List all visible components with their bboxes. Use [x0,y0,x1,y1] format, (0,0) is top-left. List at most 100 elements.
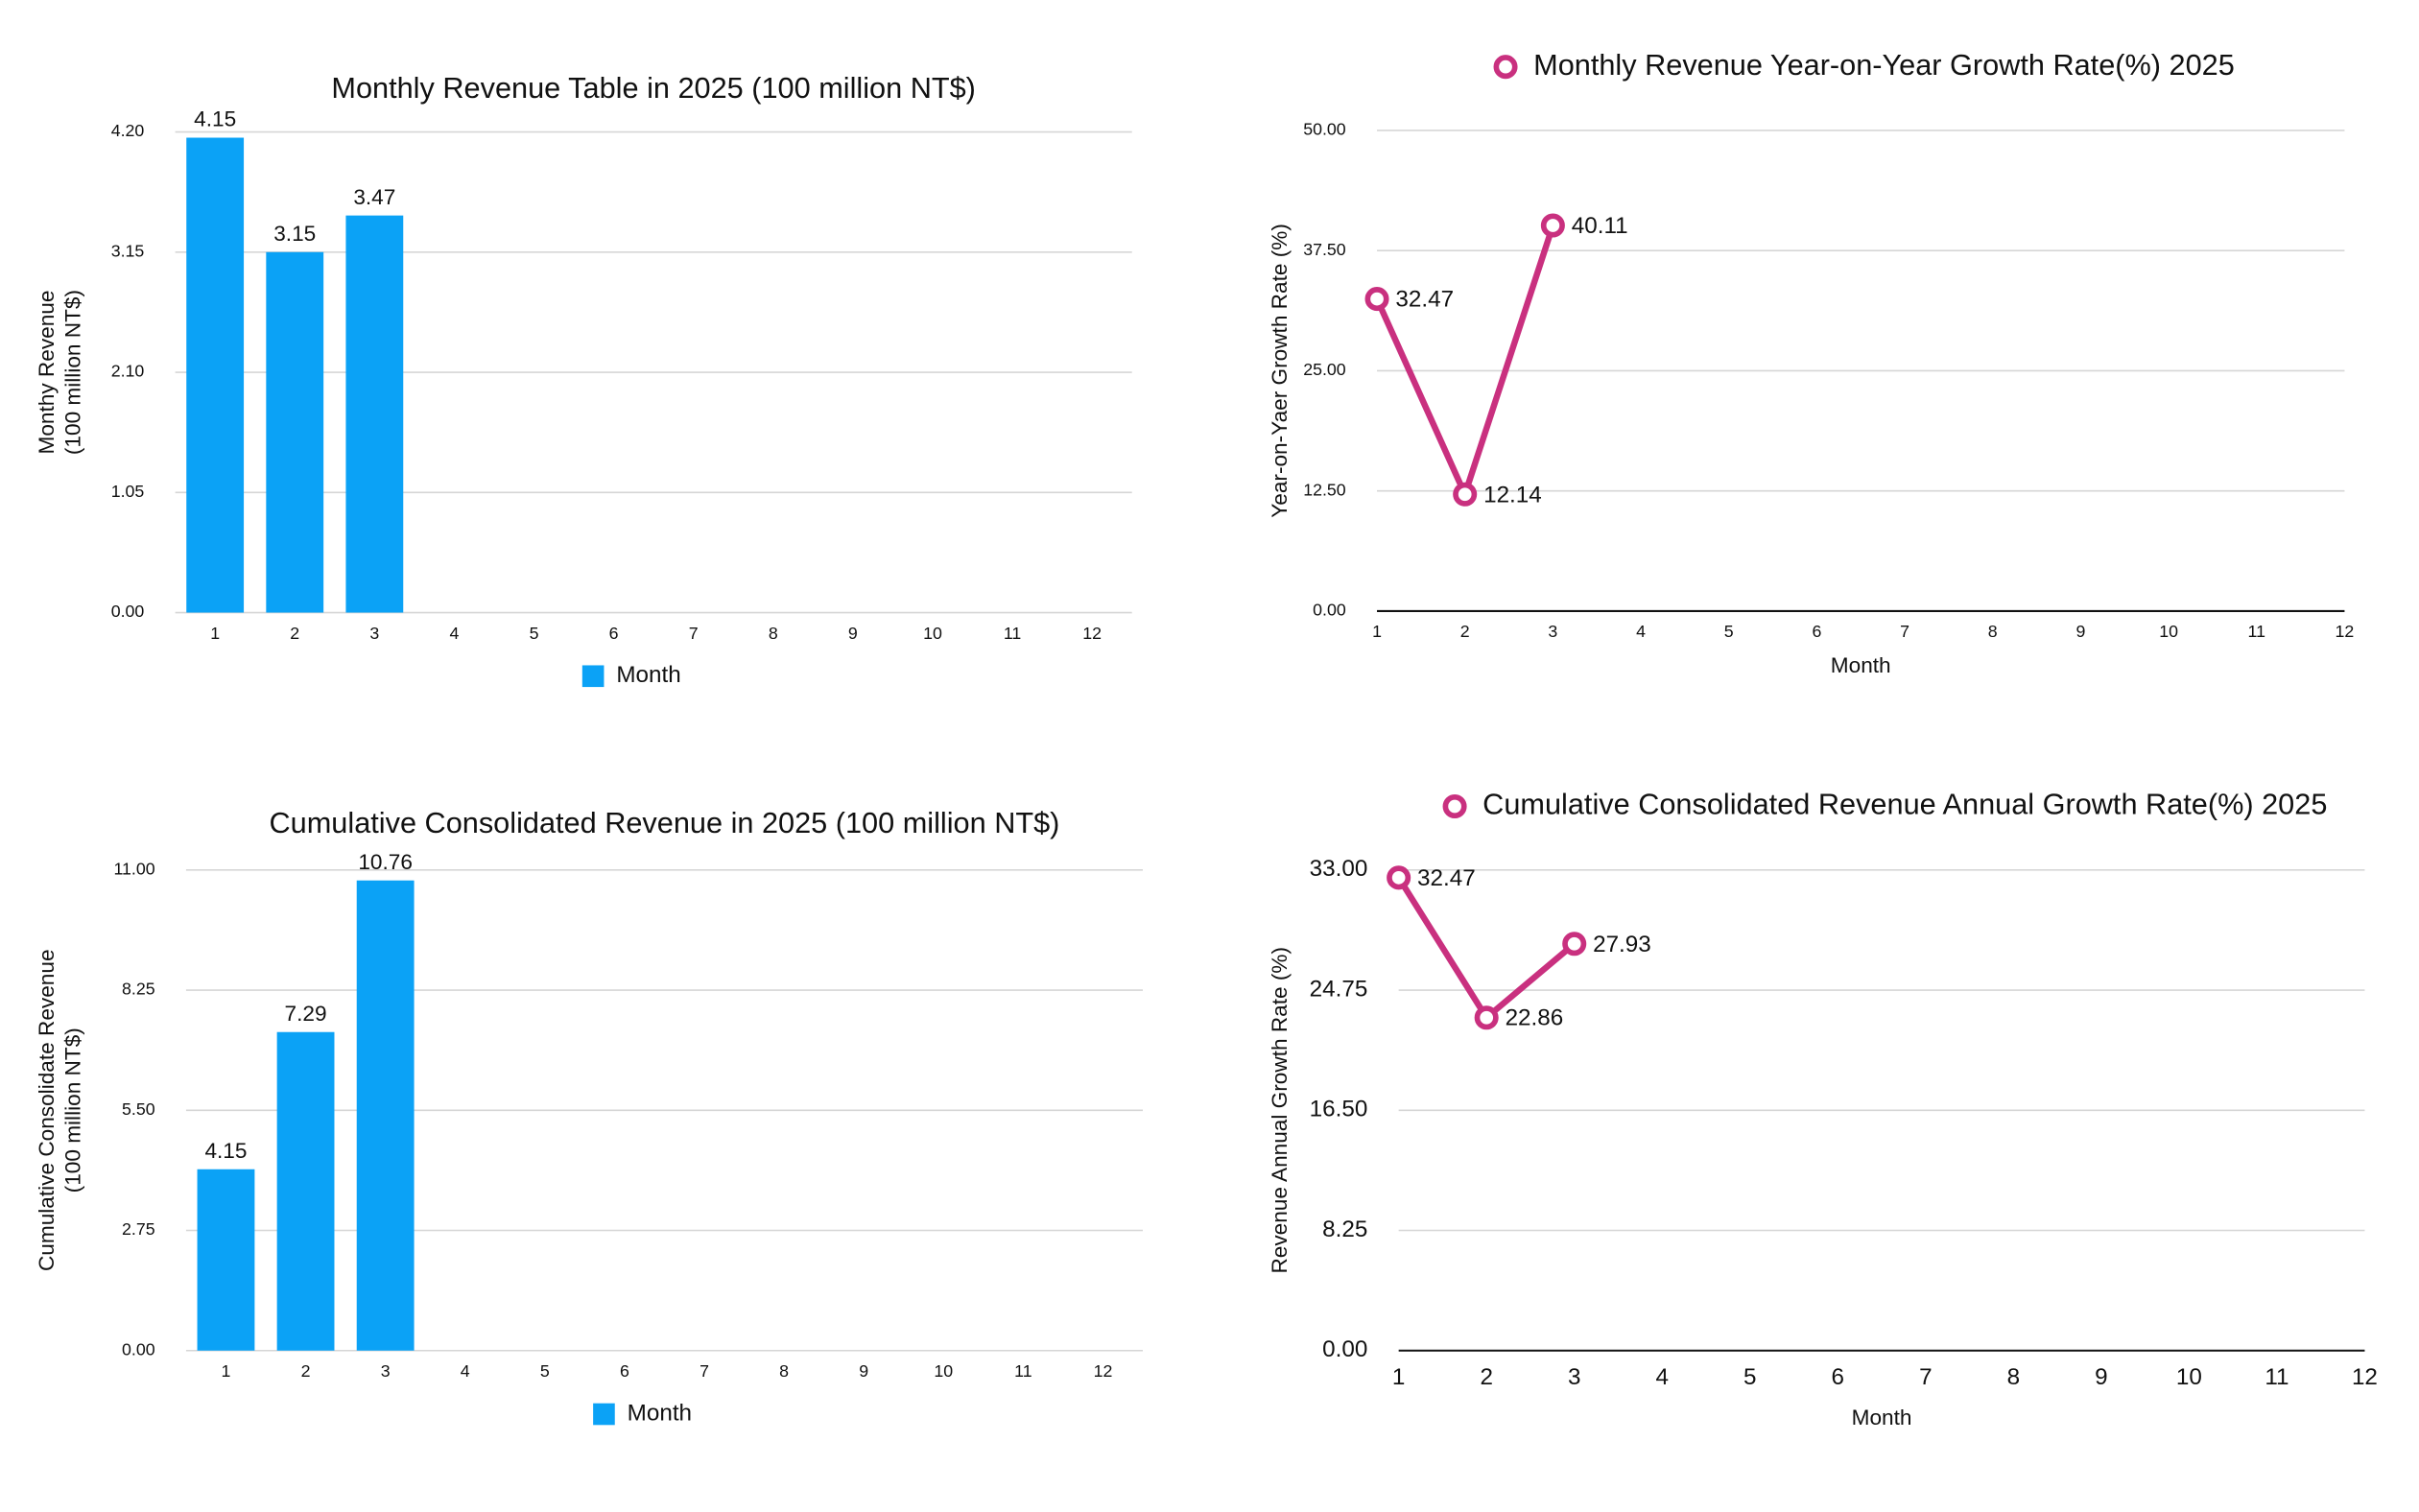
y-axis-label: Year-on-Yaer Growth Rate (%) [1268,224,1292,518]
y-tick-label: 12.50 [1303,480,1346,499]
x-tick-label: 12 [2336,622,2355,641]
chart-title: Monthly Revenue Table in 2025 (100 milli… [331,71,976,105]
x-tick-label: 4 [1636,622,1646,641]
y-axis-label: Cumulative Consolidate Revenue [35,949,59,1271]
legend-label: Cumulative Consolidated Revenue Annual G… [1482,788,2327,821]
y-tick-label: 4.20 [111,121,145,140]
data-label: 10.76 [358,850,413,874]
data-label: 12.14 [1483,482,1542,508]
x-tick-label: 5 [1743,1364,1756,1390]
x-tick-label: 2 [301,1361,311,1381]
x-tick-label: 7 [700,1361,709,1381]
bar [345,215,404,613]
x-tick-label: 1 [222,1361,231,1381]
x-tick-label: 3 [1568,1364,1580,1390]
point [1387,865,1411,890]
data-label: 40.11 [1572,213,1628,239]
x-tick-label: 1 [1372,622,1382,641]
legend-marker [1493,55,1518,80]
data-label: 32.47 [1417,865,1476,891]
legend-label: Month [628,1400,692,1426]
y-tick-label: 2.75 [122,1219,155,1239]
x-tick-label: 6 [609,624,619,643]
x-tick-label: 8 [1988,622,1998,641]
bar [356,880,415,1351]
y-tick-label: 0.00 [111,602,145,621]
legend-swatch [593,1403,615,1426]
x-tick-label: 7 [1900,622,1909,641]
y-axis-label: (100 million NT$) [61,290,85,455]
point [1562,932,1587,957]
x-tick-label: 11 [2265,1364,2289,1390]
x-tick-label: 11 [2248,622,2266,641]
y-tick-label: 2.10 [111,362,145,381]
bar [186,137,245,613]
y-tick-label: 24.75 [1310,976,1368,1002]
data-label: 3.15 [273,222,316,246]
x-tick-label: 3 [1548,622,1557,641]
x-tick-label: 10 [934,1361,953,1381]
data-label: 27.93 [1593,932,1651,957]
x-tick-label: 12 [1094,1361,1113,1381]
x-axis-label: Month [1852,1406,1912,1429]
point [1364,287,1389,312]
x-tick-label: 12 [2352,1364,2378,1390]
chart-title: Cumulative Consolidated Revenue in 2025 … [270,806,1060,839]
legend-label: Month [616,662,680,688]
y-tick-label: 11.00 [113,859,154,878]
x-tick-label: 9 [2075,622,2085,641]
x-tick-label: 11 [1014,1361,1032,1381]
legend-marker [1442,793,1467,819]
x-tick-label: 12 [1082,624,1102,643]
x-tick-label: 3 [381,1361,391,1381]
line [1395,876,1577,1021]
y-tick-label: 33.00 [1310,856,1368,882]
y-tick-label: 3.15 [111,241,145,260]
x-tick-label: 4 [449,624,459,643]
x-tick-label: 6 [1812,622,1821,641]
x-tick-label: 10 [2176,1364,2202,1390]
bar [276,1031,335,1351]
line [1374,224,1556,498]
y-tick-label: 37.50 [1303,240,1346,259]
x-tick-label: 10 [2159,622,2178,641]
bar [266,251,324,613]
x-tick-label: 8 [779,1361,789,1381]
y-tick-label: 0.00 [122,1339,155,1358]
x-tick-label: 5 [540,1361,550,1381]
x-tick-label: 5 [1724,622,1734,641]
x-tick-label: 3 [369,624,379,643]
x-tick-label: 11 [1004,624,1022,643]
data-label: 3.47 [353,185,395,209]
y-axis-label: Monthy Revenue [35,291,59,455]
bar [197,1169,255,1351]
x-tick-label: 2 [1480,1364,1492,1390]
x-tick-label: 4 [461,1361,470,1381]
x-tick-label: 8 [769,624,778,643]
data-label: 32.47 [1395,287,1454,313]
data-label: 7.29 [285,1002,327,1026]
x-tick-label: 8 [2007,1364,2020,1390]
y-tick-label: 25.00 [1303,360,1346,379]
point [1453,482,1478,507]
x-tick-label: 1 [210,624,220,643]
x-tick-label: 5 [530,624,539,643]
x-tick-label: 4 [1655,1364,1668,1390]
legend-swatch [581,665,605,688]
y-tick-label: 16.50 [1310,1097,1368,1122]
legend-label: Monthly Revenue Year-on-Year Growth Rate… [1533,48,2235,82]
data-label: 4.15 [204,1139,247,1163]
x-tick-label: 7 [1919,1364,1932,1390]
y-tick-label: 8.25 [1322,1217,1367,1242]
y-tick-label: 1.05 [111,482,145,501]
y-axis-label: Revenue Annual Growth Rate (%) [1268,947,1292,1274]
x-tick-label: 6 [620,1361,629,1381]
y-tick-label: 8.25 [122,980,155,999]
x-tick-label: 7 [689,624,699,643]
x-tick-label: 6 [1832,1364,1844,1390]
point [1540,213,1565,238]
point [1474,1005,1499,1030]
x-tick-label: 2 [290,624,299,643]
x-axis-label: Month [1831,653,1891,677]
